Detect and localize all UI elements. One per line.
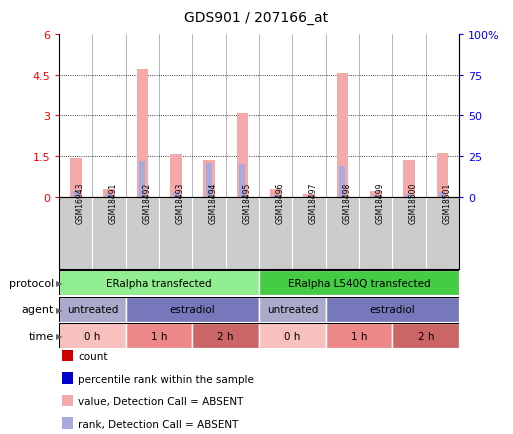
Bar — [170, 155, 182, 197]
Bar — [59, 297, 126, 322]
Text: GSM18497: GSM18497 — [309, 183, 318, 224]
Bar — [70, 159, 82, 197]
Text: GSM18493: GSM18493 — [175, 183, 185, 224]
Bar — [103, 190, 115, 197]
Bar — [173, 193, 179, 197]
Bar — [326, 297, 459, 322]
Text: ▶: ▶ — [56, 332, 63, 340]
Text: GSM18496: GSM18496 — [276, 183, 285, 224]
Text: 2 h: 2 h — [218, 331, 234, 341]
Bar — [126, 323, 192, 349]
Bar — [273, 195, 279, 197]
Text: percentile rank within the sample: percentile rank within the sample — [78, 374, 254, 384]
Bar — [437, 154, 448, 197]
Bar — [303, 194, 315, 197]
Text: count: count — [78, 352, 108, 361]
Bar — [140, 161, 145, 197]
Bar — [59, 323, 126, 349]
Bar — [270, 189, 282, 197]
Bar — [340, 166, 345, 197]
Text: rank, Detection Call = ABSENT: rank, Detection Call = ABSENT — [78, 419, 239, 429]
Text: GSM18498: GSM18498 — [343, 183, 351, 224]
Bar — [240, 164, 245, 197]
Bar — [337, 73, 348, 197]
Bar — [406, 194, 412, 197]
Bar — [259, 270, 459, 296]
Bar — [192, 323, 259, 349]
Bar — [73, 192, 78, 197]
Text: GSM18495: GSM18495 — [242, 183, 251, 224]
Text: GSM18500: GSM18500 — [409, 183, 418, 224]
Text: 1 h: 1 h — [151, 331, 167, 341]
Text: 1 h: 1 h — [351, 331, 367, 341]
Text: GSM18501: GSM18501 — [442, 183, 451, 224]
Text: ▶: ▶ — [56, 279, 63, 287]
Bar — [306, 196, 312, 197]
Text: time: time — [29, 331, 54, 341]
Text: ERalpha transfected: ERalpha transfected — [106, 278, 212, 288]
Text: GSM18499: GSM18499 — [376, 183, 385, 224]
Text: value, Detection Call = ABSENT: value, Detection Call = ABSENT — [78, 397, 243, 406]
Text: agent: agent — [22, 305, 54, 314]
Bar — [392, 323, 459, 349]
Text: GSM18492: GSM18492 — [143, 183, 151, 224]
Text: untreated: untreated — [67, 305, 118, 314]
Bar — [373, 195, 379, 197]
Text: GSM18491: GSM18491 — [109, 183, 118, 224]
Bar — [59, 270, 259, 296]
Bar — [326, 323, 392, 349]
Bar — [203, 161, 215, 197]
Bar — [126, 297, 259, 322]
Bar — [236, 114, 248, 197]
Text: 0 h: 0 h — [84, 331, 101, 341]
Text: GSM18494: GSM18494 — [209, 183, 218, 224]
Text: 0 h: 0 h — [284, 331, 301, 341]
Bar — [259, 297, 326, 322]
Text: ERalpha L540Q transfected: ERalpha L540Q transfected — [288, 278, 430, 288]
Bar — [370, 191, 382, 197]
Text: estradiol: estradiol — [369, 305, 416, 314]
Text: protocol: protocol — [9, 278, 54, 288]
Text: 2 h: 2 h — [418, 331, 434, 341]
Text: untreated: untreated — [267, 305, 318, 314]
Bar — [440, 192, 445, 197]
Text: GDS901 / 207166_at: GDS901 / 207166_at — [185, 11, 328, 25]
Bar — [403, 161, 415, 197]
Bar — [106, 194, 112, 197]
Bar — [206, 164, 212, 197]
Text: estradiol: estradiol — [169, 305, 215, 314]
Text: GSM16943: GSM16943 — [76, 182, 85, 224]
Text: ▶: ▶ — [56, 305, 63, 314]
Bar — [136, 69, 148, 197]
Bar — [259, 323, 326, 349]
